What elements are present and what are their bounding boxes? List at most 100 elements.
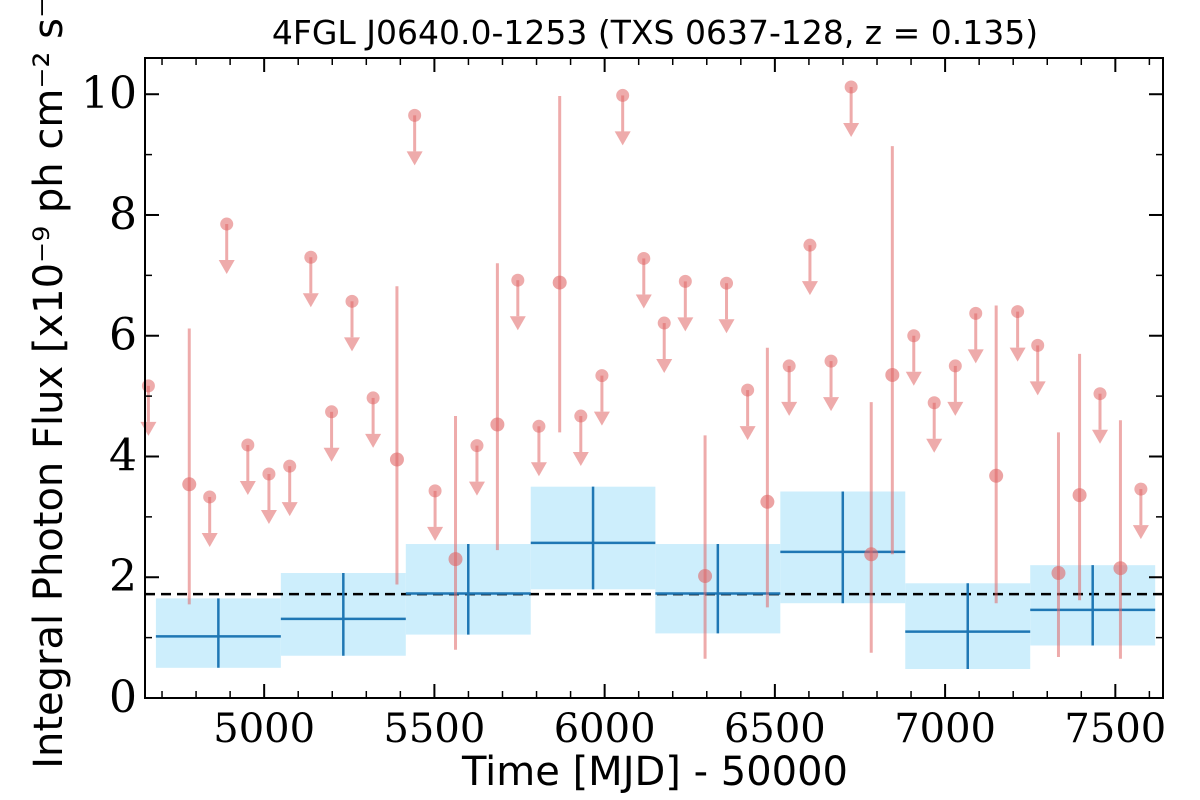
upper-limit-arrowhead: [406, 151, 423, 166]
upper-limit-arrowhead: [1009, 347, 1026, 362]
y-tick-label: 8: [109, 189, 137, 240]
upper-limit-arrowhead: [967, 349, 984, 364]
upper-limit-arrowhead: [365, 433, 382, 448]
upper-limit-arrowhead: [218, 260, 235, 275]
x-axis-label: Time [MJD] - 50000: [461, 749, 848, 795]
y-axis-label: Integral Photon Flux [x10⁻⁹ ph cm⁻² s⁻¹]: [26, 0, 72, 769]
upper-limit-point: [616, 88, 630, 102]
detection-point: [864, 547, 879, 562]
detection-point: [885, 367, 900, 382]
upper-limit-point: [241, 438, 255, 452]
x-tick-label: 5000: [213, 706, 315, 752]
upper-limit-arrowhead: [427, 526, 444, 541]
detection-point: [1113, 561, 1128, 576]
detection-point: [698, 569, 713, 584]
upper-limit-arrowhead: [677, 317, 694, 332]
upper-limit-point: [948, 359, 962, 373]
upper-limit-point: [203, 490, 217, 504]
upper-limit-arrowhead: [468, 481, 485, 496]
upper-limit-point: [803, 238, 817, 252]
chart-title: 4FGL J0640.0-1253 (TXS 0637-128, z = 0.1…: [272, 13, 1038, 52]
upper-limit-arrowhead: [239, 481, 256, 496]
detection-point: [1051, 566, 1066, 581]
x-tick-label: 6500: [724, 706, 826, 752]
detection-point: [989, 468, 1004, 483]
detection-point: [182, 477, 197, 492]
detection-point: [552, 275, 567, 290]
upper-limit-point: [511, 273, 525, 287]
x-tick-label: 6000: [554, 706, 656, 752]
upper-limit-arrowhead: [739, 426, 756, 441]
upper-limit-point: [220, 217, 234, 231]
upper-limit-arrowhead: [1029, 381, 1046, 396]
upper-limit-point: [1031, 338, 1045, 352]
upper-limit-point: [345, 294, 359, 308]
upper-limit-arrowhead: [947, 401, 964, 416]
upper-limit-arrowhead: [823, 397, 840, 412]
upper-limit-point: [595, 369, 609, 383]
upper-limit-arrowhead: [281, 502, 298, 517]
upper-limit-arrowhead: [905, 371, 922, 386]
upper-limit-arrowhead: [260, 510, 277, 524]
upper-limit-point: [325, 405, 339, 419]
upper-limit-point: [782, 359, 796, 373]
upper-limit-point: [1011, 305, 1025, 319]
upper-limit-point: [741, 383, 755, 397]
upper-limit-point: [927, 396, 941, 410]
upper-limit-arrowhead: [718, 319, 735, 334]
upper-limit-arrowhead: [656, 359, 673, 374]
upper-limit-point: [283, 459, 297, 473]
upper-limit-point: [657, 316, 671, 330]
upper-limit-arrowhead: [201, 532, 218, 547]
upper-limit-point: [720, 276, 734, 290]
detection-point: [760, 494, 775, 509]
upper-limit-arrowhead: [1092, 429, 1109, 444]
upper-limit-arrowhead: [344, 337, 361, 352]
y-tick-label: 2: [109, 551, 137, 602]
upper-limit-arrowhead: [140, 421, 157, 436]
upper-limit-arrowhead: [635, 294, 652, 309]
upper-limit-point: [428, 484, 442, 498]
y-tick-label: 0: [109, 672, 137, 723]
upper-limit-point: [1093, 387, 1107, 401]
upper-limit-point: [637, 251, 651, 265]
upper-limit-point: [678, 274, 692, 288]
upper-limit-point: [408, 108, 422, 122]
upper-limit-point: [366, 391, 380, 405]
x-tick-label: 7000: [894, 706, 996, 752]
upper-limit-arrowhead: [801, 281, 818, 296]
upper-limit-arrowhead: [1132, 525, 1149, 540]
upper-limit-arrowhead: [323, 447, 340, 462]
y-tick-label: 4: [109, 430, 137, 481]
y-tick-label: 6: [109, 310, 137, 361]
axes: 5000 5500 6000 6500 7000 7500 0 2 4 6 8 10: [81, 57, 1166, 752]
detection-point: [448, 552, 463, 567]
upper-limit-point: [574, 409, 588, 423]
upper-limit-point: [470, 439, 484, 453]
upper-limit-point: [532, 419, 546, 433]
upper-limit-arrowhead: [509, 316, 526, 331]
x-tick-label: 7500: [1064, 706, 1166, 752]
upper-limit-arrowhead: [843, 122, 860, 137]
upper-limit-point: [141, 379, 155, 393]
upper-limit-arrowhead: [572, 452, 589, 467]
upper-limit-point: [824, 354, 838, 368]
upper-limit-point: [907, 329, 921, 343]
upper-limit-arrowhead: [530, 462, 547, 477]
detection-point: [490, 417, 505, 432]
upper-limit-point: [262, 467, 276, 481]
upper-limit-point: [844, 80, 858, 94]
upper-limit-point: [304, 250, 318, 264]
plot-content: [140, 80, 1163, 670]
plot-frame: [144, 57, 1164, 699]
upper-limit-arrowhead: [926, 438, 943, 453]
upper-limit-arrowhead: [614, 131, 631, 146]
upper-limit-point: [969, 306, 983, 320]
detection-point: [1072, 488, 1087, 503]
upper-limit-arrowhead: [593, 411, 610, 426]
y-tick-label: 10: [81, 68, 137, 119]
upper-limit-point: [1134, 482, 1148, 496]
detection-point: [389, 452, 404, 467]
x-tick-label: 5500: [383, 706, 485, 752]
